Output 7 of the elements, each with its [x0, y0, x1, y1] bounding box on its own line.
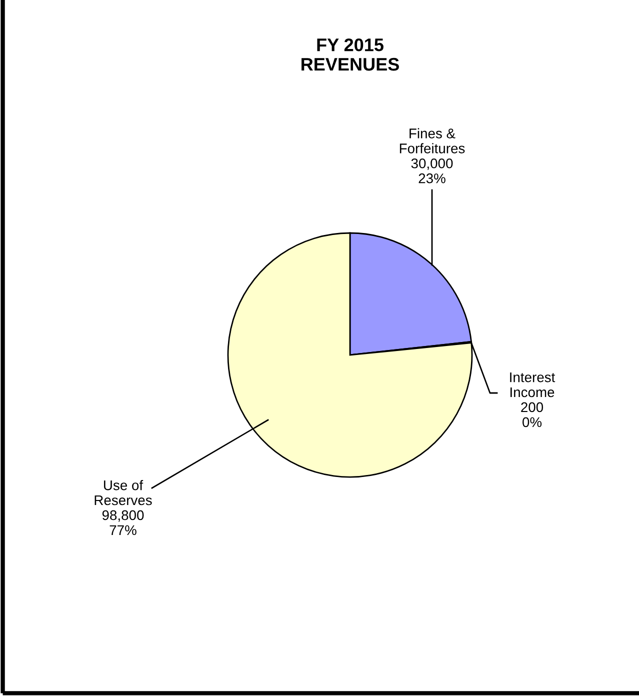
data-label: 200 0% — [521, 402, 544, 428]
data-label: 30,000 23% — [411, 158, 453, 184]
chart-title: FY 2015 REVENUES — [302, 38, 399, 71]
data-label: 98,800 77% — [102, 510, 144, 536]
slice-label: Interest Income — [510, 372, 556, 398]
slice-label: Use of Reserves — [94, 480, 152, 506]
slice-label: Fines & Forfeitures — [400, 128, 465, 154]
